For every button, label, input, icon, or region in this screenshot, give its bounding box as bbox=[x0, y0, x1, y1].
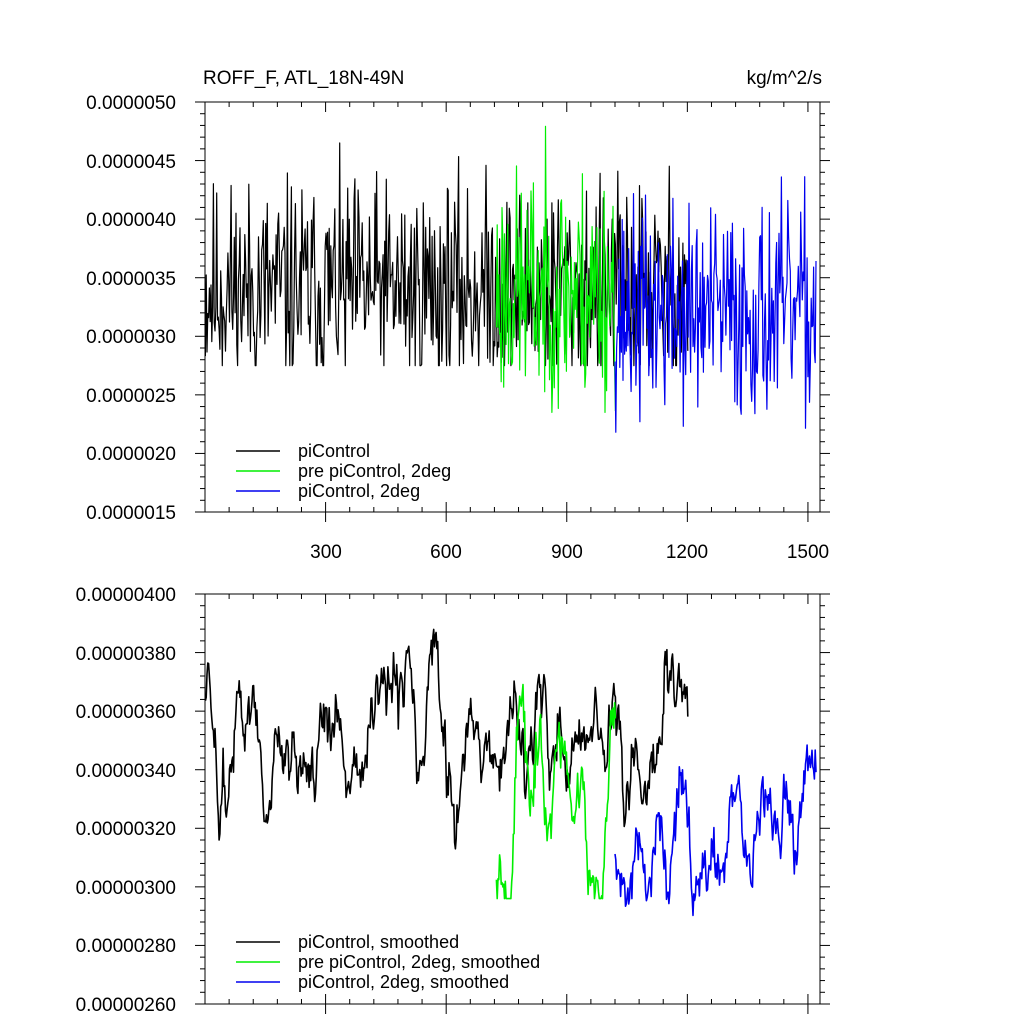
top-panel: ROFF_F, ATL_18N-49N kg/m^2/s 0.0000050 0… bbox=[86, 68, 830, 563]
y-tick-label: 0.0000025 bbox=[86, 386, 176, 407]
x-tick-label: 600 bbox=[430, 542, 462, 563]
y-tick-label: 0.00000300 bbox=[76, 878, 176, 899]
y-tick-label: 0.00000320 bbox=[76, 819, 176, 840]
plot-frame-bottom bbox=[204, 593, 821, 1005]
y-tick-label: 0.00000280 bbox=[76, 936, 176, 957]
y-tick-labels-bottom: 0.00000400 0.00000380 0.00000360 0.00000… bbox=[76, 585, 176, 1016]
series-line-pre-picontrol-2deg bbox=[495, 125, 616, 413]
legend-label: pre piControl, 2deg, smoothed bbox=[298, 952, 540, 972]
series-line-picontrol-2deg bbox=[614, 176, 817, 433]
y-tick-label: 0.00000380 bbox=[76, 644, 176, 665]
y-tick-label: 0.0000015 bbox=[86, 503, 176, 524]
plot-frame-top bbox=[204, 101, 821, 513]
legend-top: piControl pre piControl, 2deg piControl,… bbox=[236, 441, 451, 501]
x-tick-label: 300 bbox=[310, 542, 342, 563]
tick-marks-top bbox=[195, 101, 830, 522]
bottom-panel: 0.00000400 0.00000380 0.00000360 0.00000… bbox=[76, 585, 830, 1016]
y-tick-label: 0.0000045 bbox=[86, 152, 176, 173]
y-tick-label: 0.0000020 bbox=[86, 444, 176, 465]
x-tick-label: 900 bbox=[551, 542, 583, 563]
y-tick-label: 0.00000340 bbox=[76, 761, 176, 782]
y-tick-label: 0.0000050 bbox=[86, 93, 176, 114]
legend-bottom: piControl, smoothed pre piControl, 2deg,… bbox=[236, 932, 540, 992]
series-group-bottom bbox=[204, 628, 817, 917]
chart-title: ROFF_F, ATL_18N-49N bbox=[203, 68, 404, 89]
x-tick-label: 1500 bbox=[787, 542, 829, 563]
y-tick-labels-top: 0.0000050 0.0000045 0.0000040 0.0000035 … bbox=[86, 93, 176, 524]
x-tick-labels-top: 300 600 900 1200 1500 bbox=[310, 542, 829, 563]
legend-label: piControl, 2deg, smoothed bbox=[298, 972, 509, 992]
y-tick-label: 0.0000035 bbox=[86, 269, 176, 290]
y-tick-label: 0.0000040 bbox=[86, 210, 176, 231]
legend-label: piControl bbox=[298, 441, 370, 461]
units-label: kg/m^2/s bbox=[747, 68, 822, 89]
y-tick-label: 0.00000360 bbox=[76, 702, 176, 723]
y-tick-label: 0.0000030 bbox=[86, 327, 176, 348]
legend-label: pre piControl, 2deg bbox=[298, 461, 451, 481]
legend-label: piControl, 2deg bbox=[298, 481, 420, 501]
legend-label: piControl, smoothed bbox=[298, 932, 459, 952]
series-line-pre-picontrol-2deg-smoothed bbox=[495, 683, 617, 900]
tick-marks-bottom bbox=[195, 593, 830, 1014]
series-line-picontrol-smoothed bbox=[204, 628, 689, 850]
x-tick-label: 1200 bbox=[666, 542, 708, 563]
y-tick-label: 0.00000400 bbox=[76, 585, 176, 606]
series-line-picontrol-2deg-smoothed bbox=[614, 744, 817, 917]
series-line-picontrol bbox=[204, 142, 689, 367]
y-tick-label: 0.00000260 bbox=[76, 995, 176, 1016]
series-group-top bbox=[204, 125, 817, 433]
